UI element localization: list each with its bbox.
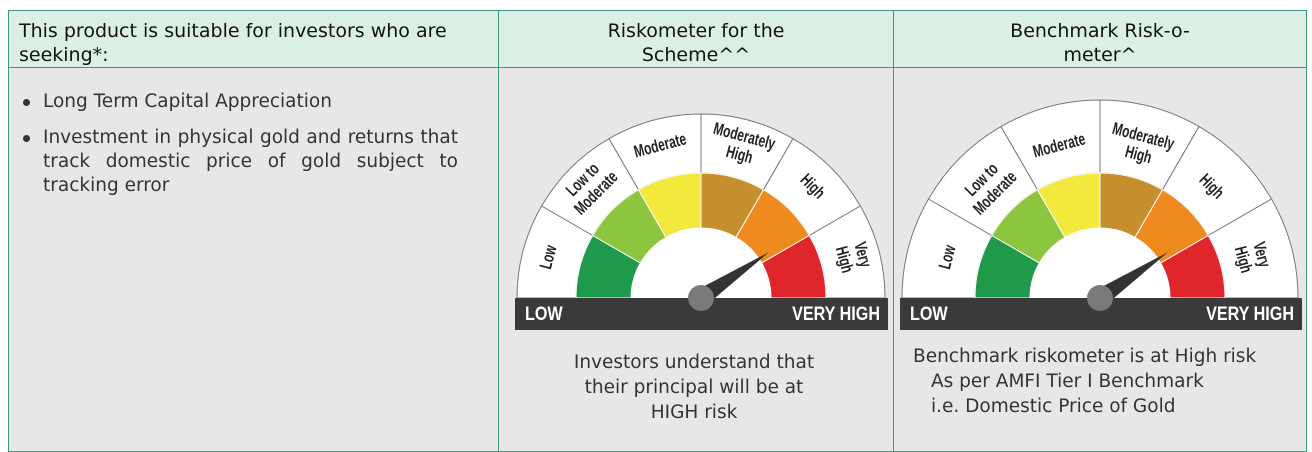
scheme-cell: Investors understand that their principa…: [499, 68, 893, 451]
table: This product is suitable for investors w…: [8, 10, 1307, 452]
caption: Investors understand that their principa…: [573, 352, 815, 423]
benchmark-cell: Benchmark riskometer is at High risk As …: [894, 68, 1306, 451]
caption: As per AMFI Tier I Benchmark i.e. Domest…: [931, 371, 1204, 417]
header-text: This product is suitable for investors w…: [19, 20, 447, 66]
objective-list: Long Term Capital Appreciation Investmen…: [15, 90, 458, 198]
header-cell: Benchmark Risk-o-meter^: [894, 11, 1306, 67]
header-cell: This product is suitable for investors w…: [9, 11, 498, 67]
objective-item: Long Term Capital Appreciation: [15, 90, 458, 114]
header-cell: Riskometer for the Scheme^^: [499, 11, 893, 67]
objective-item: Investment in physical gold and returns …: [15, 126, 458, 198]
objectives-cell: Long Term Capital Appreciation Investmen…: [9, 68, 498, 451]
header-text: Riskometer for the Scheme^^: [607, 20, 785, 66]
header-text: Benchmark Risk-o-meter^: [1010, 20, 1190, 66]
caption: Benchmark riskometer is at High risk: [913, 346, 1257, 367]
